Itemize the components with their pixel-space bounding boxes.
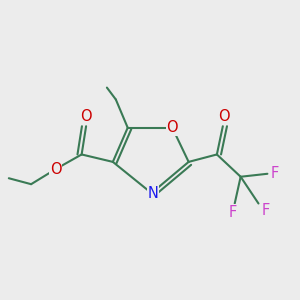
Text: N: N [148,186,158,201]
Text: O: O [167,120,178,135]
Text: O: O [80,109,92,124]
Text: O: O [50,161,61,176]
Text: F: F [271,166,279,181]
Text: F: F [228,205,236,220]
Text: O: O [218,109,230,124]
Text: F: F [262,203,270,218]
